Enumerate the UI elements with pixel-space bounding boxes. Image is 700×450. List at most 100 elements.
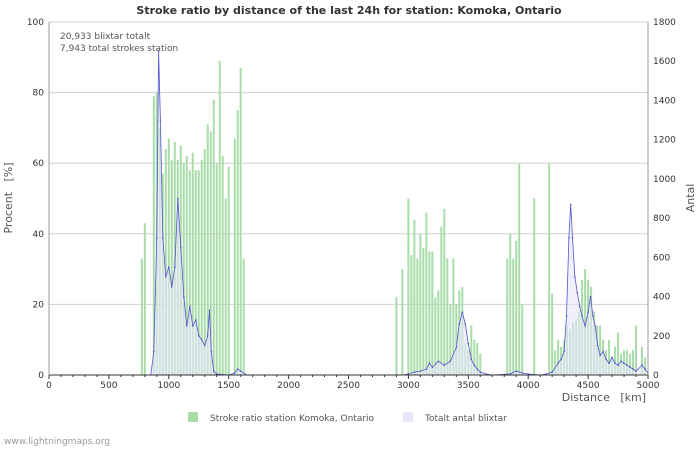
ratio-bar <box>200 159 203 375</box>
ratio-bar <box>167 138 170 375</box>
ratio-bar <box>473 339 476 375</box>
gridlines <box>49 21 648 305</box>
total-point <box>617 364 619 367</box>
y-right-tick-label: 600 <box>653 253 670 263</box>
ratio-bar <box>185 156 188 375</box>
y-right-tick-label: 1400 <box>653 96 676 106</box>
ratio-bar <box>470 325 473 375</box>
total-point <box>425 368 428 370</box>
ratio-bar <box>197 170 200 375</box>
ratio-bar <box>512 258 515 375</box>
ratio-bar <box>431 251 434 375</box>
ratio-bar <box>395 297 398 375</box>
ratio-bar <box>548 163 551 375</box>
total-point <box>186 325 188 327</box>
x-tick-label: 4000 <box>517 381 540 391</box>
x-axis-label: Distance [km] <box>562 391 646 404</box>
ratio-bar <box>641 346 644 375</box>
plot-area <box>49 22 648 375</box>
ratio-bar <box>554 350 557 375</box>
total-point <box>200 338 203 341</box>
total-point <box>208 309 211 312</box>
total-point <box>485 373 488 375</box>
footer-credit: www.lightningmaps.org <box>4 437 110 447</box>
ratio-bar <box>521 304 524 375</box>
annotation-station: 7,943 total strokes station <box>60 44 178 54</box>
total-point <box>509 373 512 375</box>
total-point <box>521 372 523 374</box>
ratio-bar <box>629 353 632 375</box>
ratio-bar <box>644 357 647 375</box>
total-point <box>594 325 597 327</box>
total-point <box>479 371 482 373</box>
total-point <box>596 344 599 347</box>
axes <box>48 22 649 379</box>
y-right-tick-label: 1200 <box>653 136 676 146</box>
total-point <box>629 366 631 369</box>
ratio-bar <box>476 343 479 375</box>
total-point <box>177 197 179 200</box>
ratio-bar <box>410 254 413 375</box>
total-point <box>183 295 185 298</box>
total-point <box>239 370 242 372</box>
legend-label-total: Totalt antal blixtar <box>424 414 507 424</box>
ratio-bar <box>449 304 452 375</box>
ratio-bar <box>515 240 518 375</box>
x-tick-label: 3500 <box>457 381 480 391</box>
total-point <box>569 203 572 206</box>
ratio-bar <box>203 149 206 375</box>
total-line <box>49 51 649 376</box>
total-point <box>192 325 194 327</box>
y-right-tick-label: 1600 <box>653 57 676 67</box>
total-point <box>215 373 218 375</box>
ratio-bar <box>452 258 455 375</box>
total-point <box>620 360 622 363</box>
x-tick-label: 4500 <box>577 381 600 391</box>
ratio-bar <box>599 325 602 375</box>
legend: Stroke ratio station Komoka, Ontario Tot… <box>188 412 507 424</box>
ratio-bar <box>218 60 221 376</box>
total-point <box>599 354 601 357</box>
ratio-bar <box>236 110 239 375</box>
total-point <box>162 236 164 239</box>
ratio-bar <box>437 290 440 375</box>
total-point <box>568 236 570 239</box>
total-point <box>419 370 422 372</box>
total-point <box>428 362 431 365</box>
ratio-bar <box>635 325 638 375</box>
y-right-tick-label: 800 <box>653 214 670 224</box>
ratio-bar <box>221 156 224 375</box>
y-right-tick-label: 0 <box>653 371 659 381</box>
y-axis-left-label: Procent [%] <box>2 162 15 233</box>
ratio-bar <box>188 170 191 375</box>
total-point <box>180 246 182 249</box>
legend-swatch-ratio <box>188 412 198 422</box>
total-point <box>545 373 547 375</box>
ratio-bar <box>518 163 521 375</box>
total-point <box>407 373 410 375</box>
total-point <box>157 50 160 53</box>
annotation-total: 20,933 blixtar totalt <box>60 32 151 42</box>
ratio-bar <box>428 251 431 375</box>
tick-labels: 0 500 1000 1500 2000 2500 3000 3500 4000 4500 5000… <box>27 18 676 391</box>
x-tick-label: 0 <box>46 381 52 391</box>
ratio-bar <box>509 233 512 375</box>
total-point <box>210 350 213 353</box>
total-point <box>171 286 173 288</box>
total-point <box>584 325 586 327</box>
total-point <box>576 291 579 294</box>
total-point <box>587 311 589 314</box>
ratio-bar <box>584 269 587 375</box>
ratio-bar <box>239 67 242 375</box>
total-point <box>623 362 625 365</box>
y-right-tick-label: 400 <box>653 293 670 303</box>
y-left-tick-label: 20 <box>33 300 45 310</box>
total-point <box>602 350 604 353</box>
ratio-bar <box>533 198 536 375</box>
total-point <box>611 356 613 359</box>
ratio-bar <box>506 258 509 375</box>
ratio-bar <box>617 332 620 375</box>
total-point <box>159 119 162 121</box>
total-point <box>589 295 592 298</box>
ratio-bar <box>479 353 482 375</box>
